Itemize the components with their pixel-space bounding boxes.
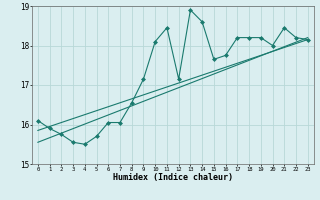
X-axis label: Humidex (Indice chaleur): Humidex (Indice chaleur) xyxy=(113,173,233,182)
